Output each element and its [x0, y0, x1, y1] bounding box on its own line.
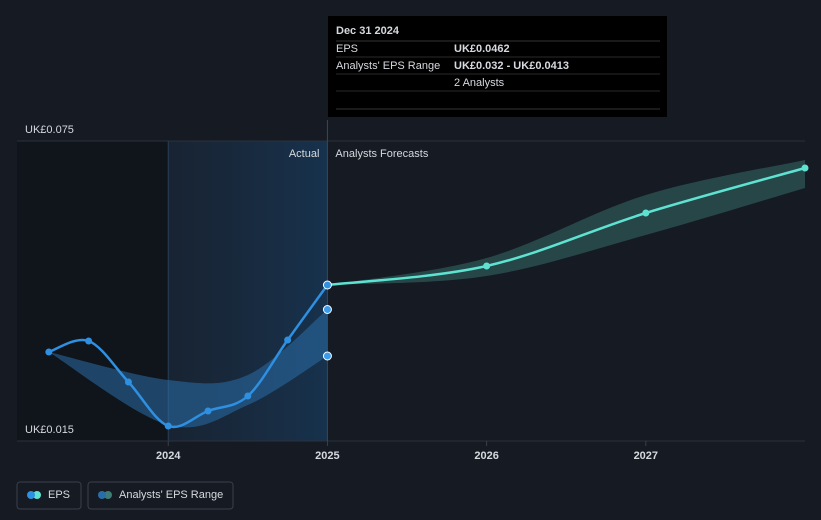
x-tick-label: 2025 [315, 450, 339, 462]
eps-point [204, 407, 212, 415]
highlight-point [322, 280, 332, 290]
range-point [322, 351, 332, 361]
legend-swatch [33, 491, 41, 499]
forecast-label: Analysts Forecasts [335, 148, 428, 160]
range-point [322, 305, 332, 314]
eps-point [284, 336, 292, 344]
tooltip-value: UK£0.032 - UK£0.0413 [454, 60, 569, 72]
tooltip: Dec 31 2024 EPS UK£0.0462 Analysts' EPS Ran… [328, 16, 667, 117]
legend-label: EPS [48, 489, 70, 501]
legend-box [87, 481, 234, 510]
range-band [48, 309, 328, 428]
x-tick-label: 2026 [474, 450, 498, 462]
eps-point [124, 378, 132, 386]
legend-swatch [98, 491, 106, 499]
tooltip-date: Dec 31 2024 [336, 25, 400, 37]
legend-item[interactable]: EPS [16, 481, 82, 510]
y-tick-label: UK£0.015 [25, 424, 74, 436]
tooltip-value: UK£0.0462 [454, 43, 510, 55]
legend-box [16, 481, 82, 510]
legend-label: Analysts' EPS Range [119, 489, 223, 501]
tooltip-label: Analysts' EPS Range [336, 60, 440, 72]
range-band [327, 160, 805, 285]
eps-line [327, 166, 806, 287]
forecast-point [483, 262, 491, 270]
eps-point [244, 392, 252, 400]
eps-point [45, 348, 53, 356]
forecast-point [801, 164, 809, 172]
x-tick-label: 2027 [634, 450, 658, 462]
tooltip-label: EPS [336, 43, 358, 55]
legend-swatch [104, 491, 112, 499]
eps-point [164, 422, 172, 430]
tooltip-value: 2 Analysts [454, 77, 505, 89]
actual-label: Actual [289, 148, 320, 160]
eps-point [85, 337, 93, 345]
legend-swatch [27, 491, 35, 499]
forecast-point [642, 209, 650, 217]
y-tick-label: UK£0.075 [25, 124, 74, 136]
tooltip-box [328, 16, 667, 117]
x-tick-label: 2024 [156, 450, 181, 462]
legend-item[interactable]: Analysts' EPS Range [87, 481, 234, 510]
